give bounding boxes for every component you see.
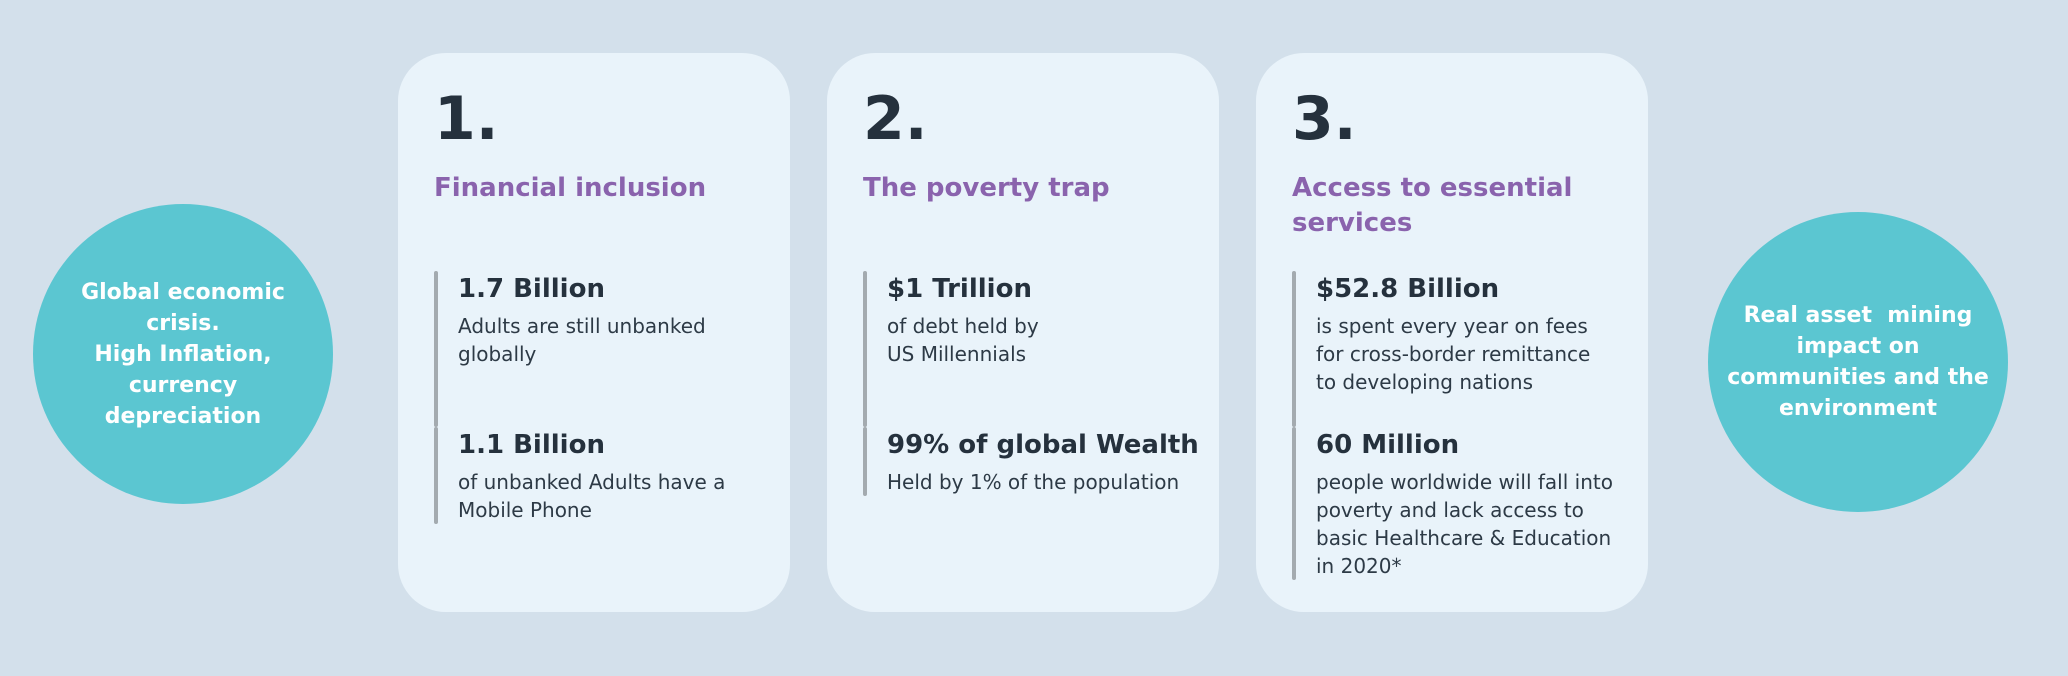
stat-content: 1.7 Billion Adults are still unbanked gl… [458,271,758,427]
card-title: The poverty trap [863,173,1110,203]
stat-block: $52.8 Billion is spent every year on fee… [1292,271,1618,427]
stat-value: 1.7 Billion [458,274,605,304]
card-number: 3. [1292,84,1357,154]
stat-block: 1.7 Billion Adults are still unbanked gl… [434,271,760,427]
left-circle-text: Global economic crisis. High Inflation, … [81,279,285,429]
stat-accent-bar [1292,271,1296,427]
stat-block: 99% of global Wealth Held by 1% of the p… [863,427,1199,496]
stat-value: 99% of global Wealth [887,430,1199,460]
right-circle: Real asset mining impact on communities … [1708,212,2008,512]
stat-description: people worldwide will fall into poverty … [1316,469,1613,578]
stat-accent-bar [863,427,867,496]
stat-content: 99% of global Wealth Held by 1% of the p… [887,427,1199,496]
stat-accent-bar [434,427,438,524]
stat-block: 60 Million people worldwide will fall in… [1292,427,1618,580]
stat-accent-bar [863,271,867,427]
card-access-essential-services: 3. Access to essential services $52.8 Bi… [1256,53,1648,612]
left-circle: Global economic crisis. High Inflation, … [33,204,333,504]
stat-value: 1.1 Billion [458,430,605,460]
stat-content: 1.1 Billion of unbanked Adults have a Mo… [458,427,758,524]
stat-accent-bar [434,271,438,427]
stat-description: of debt held by US Millennials [887,313,1039,366]
stat-value: 60 Million [1316,430,1460,460]
stat-content: $1 Trillion of debt held by US Millennia… [887,271,1039,427]
stat-accent-bar [1292,427,1296,580]
stat-content: 60 Million people worldwide will fall in… [1316,427,1616,580]
stat-description: Held by 1% of the population [887,469,1180,494]
stat-description: is spent every year on fees for cross-bo… [1316,313,1591,394]
card-financial-inclusion: 1. Financial inclusion 1.7 Billion Adult… [398,53,790,612]
card-title: Access to essential services [1292,173,1573,239]
card-number: 1. [434,84,499,154]
stat-value: $1 Trillion [887,274,1032,304]
right-circle-text: Real asset mining impact on communities … [1727,303,1989,421]
stat-description: Adults are still unbanked globally [458,313,706,366]
card-poverty-trap: 2. The poverty trap $1 Trillion of debt … [827,53,1219,612]
stat-content: $52.8 Billion is spent every year on fee… [1316,271,1616,427]
stat-block: $1 Trillion of debt held by US Millennia… [863,271,1189,427]
stat-block: 1.1 Billion of unbanked Adults have a Mo… [434,427,760,524]
stat-description: of unbanked Adults have a Mobile Phone [458,469,726,522]
stat-value: $52.8 Billion [1316,274,1500,304]
card-title: Financial inclusion [434,173,707,203]
card-number: 2. [863,84,928,154]
cards-row: 1. Financial inclusion 1.7 Billion Adult… [398,53,1648,612]
